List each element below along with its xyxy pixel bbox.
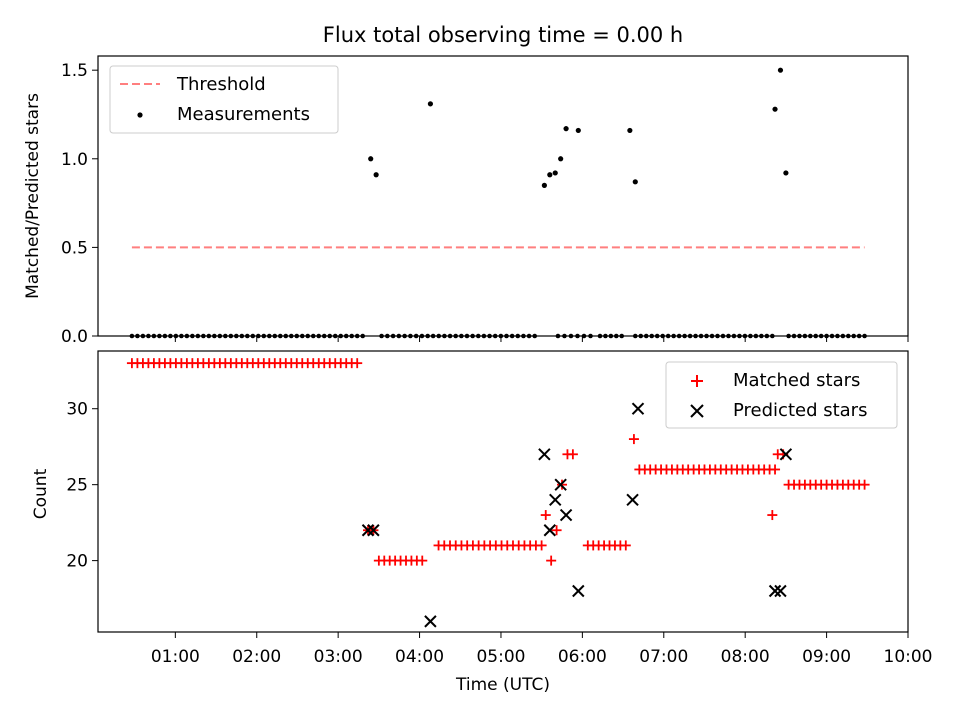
matched-star-point: [417, 555, 428, 566]
count-y-axis-label: Count: [31, 468, 51, 519]
measurement-point: [627, 127, 633, 134]
count-y-ticks: 20 25 30: [66, 400, 98, 572]
y-tick-label: 0.0: [61, 327, 88, 347]
legend-matched-label: Matched stars: [733, 370, 860, 391]
measurement-point: [373, 172, 379, 178]
predicted-star-point: [367, 524, 380, 537]
matched-star-point: [546, 555, 557, 566]
matched-star-point: [551, 525, 562, 536]
ratio-legend: Threshold Measurements: [109, 65, 339, 134]
ratio-x-ticks: [174, 336, 909, 342]
matched-star-point: [770, 464, 781, 475]
x-tick-label: 05:00: [476, 647, 525, 667]
measurement-point: [547, 172, 553, 178]
matched-star-point: [628, 434, 639, 445]
ratio-legend-box: [109, 65, 339, 134]
y-tick-label: 1.5: [61, 61, 88, 81]
measurement-point: [427, 101, 434, 107]
predicted-star-point: [424, 615, 437, 628]
predicted-star-point: [543, 524, 557, 537]
chart-title: Flux total observing time = 0.00 h: [323, 23, 683, 47]
legend-matched-swatch: [691, 375, 703, 387]
predicted-star-point: [554, 478, 567, 491]
measurement-point: [783, 170, 789, 176]
matched-star-point: [859, 479, 870, 490]
count-x-ticks: 01:00 02:00 03:00 04:00 05:00 06:00 07:00 08:00…: [151, 632, 933, 667]
y-tick-label: 20: [66, 552, 88, 572]
x-tick-label: 04:00: [395, 647, 444, 667]
measurement-point: [563, 126, 569, 132]
predicted-star-point: [631, 402, 645, 415]
legend-measurements-label: Measurements: [177, 104, 310, 125]
x-tick-label: 06:00: [558, 647, 607, 667]
x-tick-label: 10:00: [884, 647, 933, 667]
predicted-star-point: [361, 524, 375, 537]
ratio-y-ticks: 0.0 0.5 1.0 1.5: [61, 61, 98, 347]
x-tick-label: 01:00: [151, 647, 200, 667]
legend-threshold-label: Threshold: [176, 74, 266, 95]
count-data: [126, 358, 870, 628]
predicted-marker: [690, 404, 704, 418]
ratio-panel-frame: [97, 55, 909, 337]
x-tick-label: 08:00: [721, 647, 770, 667]
predicted-star-point: [559, 508, 573, 522]
matched-star-point: [767, 510, 778, 521]
predicted-star-point: [768, 584, 782, 598]
count-panel: 20 25 30 Count Matched stars Predicted sta…: [31, 350, 909, 633]
predicted-star-point: [572, 584, 585, 598]
predicted-star-point: [549, 493, 562, 507]
x-axis-label: Time (UTC): [455, 675, 550, 695]
predicted-star-point: [626, 493, 639, 507]
x-tick-label: 07:00: [639, 647, 688, 667]
legend-measurements-swatch: [137, 112, 143, 118]
predicted-star-point: [779, 448, 793, 461]
measurement-point: [552, 170, 558, 176]
y-tick-label: 1.0: [61, 150, 88, 170]
x-tick-label: 03:00: [314, 647, 363, 667]
matched-star-point: [536, 540, 547, 551]
x-tick-label: 02:00: [232, 647, 281, 667]
legend-predicted-swatch: [690, 404, 704, 418]
measurement-point: [558, 156, 564, 162]
count-legend: Matched stars Predicted stars: [665, 361, 898, 429]
y-tick-label: 0.5: [61, 238, 88, 258]
matched-star-point: [352, 358, 363, 369]
measurement-point: [541, 182, 547, 188]
measurement-point: [772, 106, 778, 112]
matched-star-point: [620, 540, 631, 551]
predicted-star-point: [538, 448, 551, 461]
measurement-point: [632, 179, 638, 185]
matched-star-point: [567, 449, 578, 460]
y-tick-label: 30: [66, 400, 88, 420]
matched-star-point: [540, 510, 551, 521]
x-tick-label: 09:00: [802, 647, 851, 667]
legend-predicted-label: Predicted stars: [733, 400, 867, 421]
measurement-point: [575, 127, 581, 134]
count-legend-box: [665, 361, 898, 429]
ratio-panel: 0.0 0.5 1.0 1.5 Matched/Predicted stars Thr…: [23, 55, 909, 347]
ratio-y-axis-label: Matched/Predicted stars: [23, 93, 43, 299]
measurement-point: [777, 67, 784, 73]
measurement-point: [368, 156, 374, 162]
y-tick-label: 25: [66, 476, 88, 496]
predicted-star-point: [774, 584, 787, 598]
count-panel-frame: [97, 350, 909, 633]
